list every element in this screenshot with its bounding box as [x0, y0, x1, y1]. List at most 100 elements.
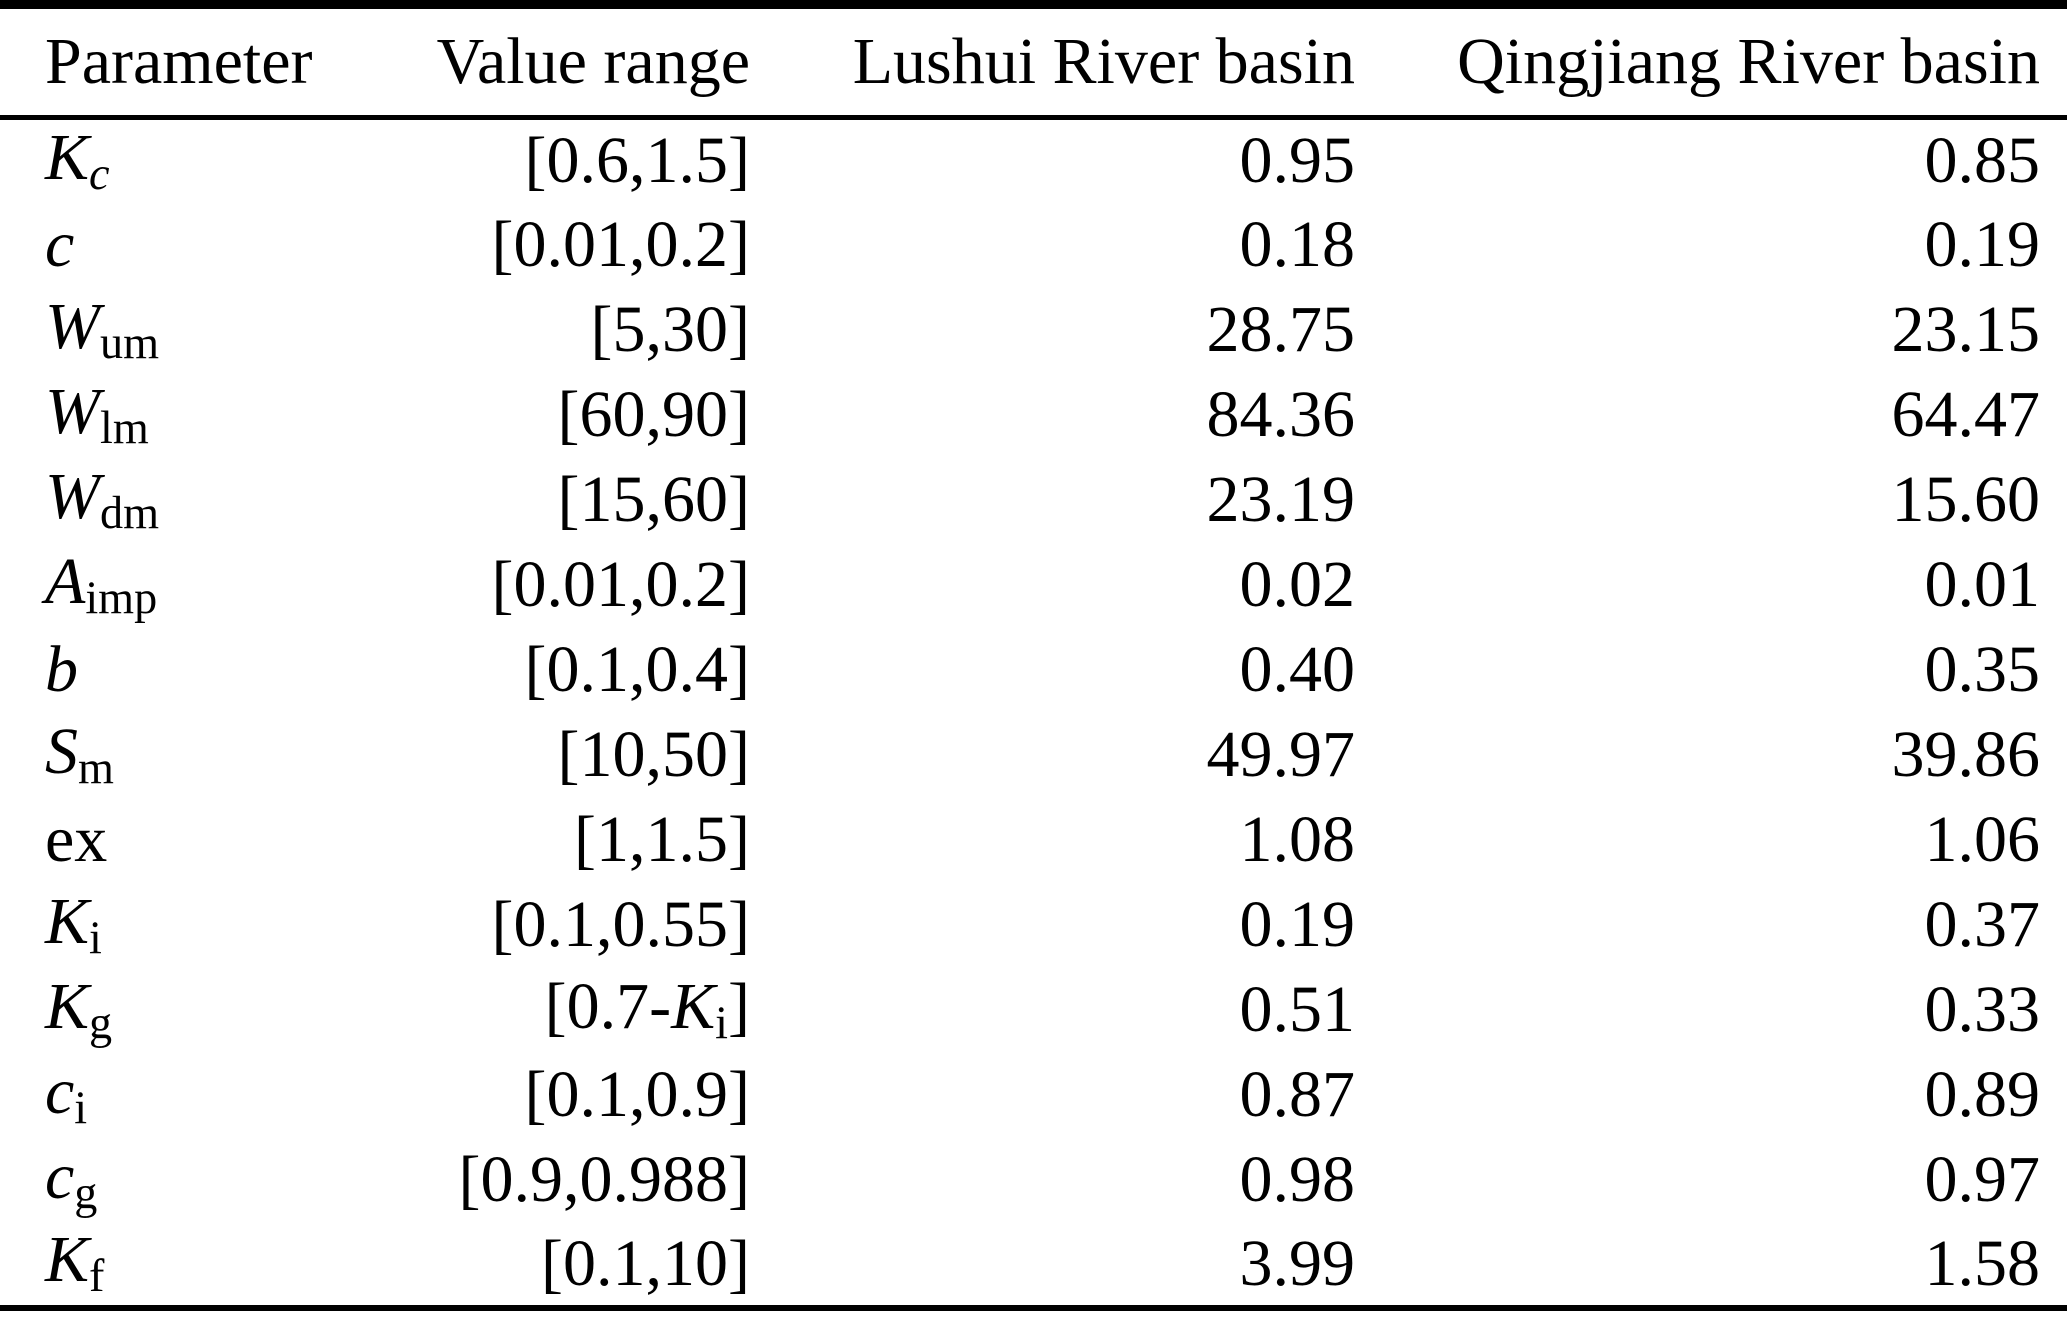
parameter-cell: Kc — [0, 118, 320, 203]
symbol-text: W — [45, 374, 100, 448]
table-row: Wdm [15,60] 23.19 15.60 — [0, 458, 2067, 543]
value-range-cell: [0.6,1.5] — [320, 118, 750, 203]
value-range-cell: [0.9,0.988] — [320, 1138, 750, 1223]
table-row: Ki [0.1,0.55] 0.19 0.37 — [0, 883, 2067, 968]
qingjiang-value-cell: 64.47 — [1891, 378, 2041, 451]
qingjiang-value-cell: 15.60 — [1891, 463, 2041, 536]
subscript: imp — [85, 571, 158, 623]
col-header-lushui-basin: Lushui River basin — [852, 25, 1355, 98]
table-row: Kc [0.6,1.5] 0.95 0.85 — [0, 118, 2067, 203]
table-row: ex [1,1.5] 1.08 1.06 — [0, 798, 2067, 883]
lushui-value-cell: 0.02 — [1239, 548, 1356, 621]
col-header-value-range: Value range — [436, 25, 750, 98]
lushui-value-cell: 84.36 — [1206, 378, 1356, 451]
symbol-text: [10,50] — [557, 718, 750, 791]
qingjiang-value-cell: 0.85 — [1924, 124, 2041, 198]
qingjiang-value-cell: 0.37 — [1924, 888, 2041, 961]
header-row: Parameter Value range Lushui River basin… — [0, 5, 2067, 118]
table-row: cg [0.9,0.988] 0.98 0.97 — [0, 1138, 2067, 1223]
symbol-text: [0.1,0.55] — [491, 888, 750, 961]
value-range-cell: [0.01,0.2] — [320, 543, 750, 628]
symbol-text: [1,1.5] — [574, 803, 750, 876]
value-range-cell: [0.1,0.55] — [320, 883, 750, 968]
parameter-cell: c — [0, 203, 320, 288]
parameter-cell: ex — [0, 798, 320, 883]
qingjiang-value-cell: 0.89 — [1924, 1058, 2041, 1131]
subscript: g — [89, 996, 113, 1048]
symbol-text: c — [45, 1139, 75, 1213]
subscript: dm — [99, 486, 160, 538]
lushui-value-cell: 28.75 — [1206, 293, 1356, 366]
symbol-text: K — [45, 121, 90, 195]
value-range-cell: [0.01,0.2] — [320, 203, 750, 288]
symbol-text: [0.1,0.9] — [524, 1058, 750, 1131]
table-row: Kf [0.1,10] 3.99 1.58 — [0, 1223, 2067, 1308]
parameter-cell: Wum — [0, 288, 320, 373]
symbol-text: ] — [728, 969, 750, 1043]
parameter-cell: Wdm — [0, 458, 320, 543]
symbol-text: K — [45, 969, 90, 1043]
lushui-value-cell: 0.40 — [1239, 633, 1356, 706]
lushui-value-cell: 0.19 — [1239, 888, 1356, 961]
qingjiang-value-cell: 0.01 — [1924, 548, 2041, 621]
parameter-cell: Aimp — [0, 543, 320, 628]
symbol-text: W — [45, 289, 100, 363]
parameter-cell: Ki — [0, 883, 320, 968]
symbol-text: b — [45, 633, 78, 706]
value-range-cell: [0.1,0.4] — [320, 628, 750, 713]
value-range-cell: [15,60] — [320, 458, 750, 543]
lushui-value-cell: 3.99 — [1239, 1226, 1356, 1300]
table-row: Kg [0.7-Ki] 0.51 0.33 — [0, 968, 2067, 1053]
subscript: f — [89, 1250, 105, 1302]
parameter-cell: Wlm — [0, 373, 320, 458]
qingjiang-value-cell: 39.86 — [1891, 718, 2041, 791]
value-range-cell: [10,50] — [320, 713, 750, 798]
subscript: i — [715, 996, 729, 1048]
table-row: b [0.1,0.4] 0.40 0.35 — [0, 628, 2067, 713]
symbol-text: W — [45, 459, 100, 533]
value-range-cell: [0.1,0.9] — [320, 1053, 750, 1138]
table-row: Wum [5,30] 28.75 23.15 — [0, 288, 2067, 373]
subscript: m — [78, 741, 114, 793]
lushui-value-cell: 0.98 — [1239, 1143, 1356, 1216]
table-row: Sm [10,50] 49.97 39.86 — [0, 713, 2067, 798]
lushui-value-cell: 0.87 — [1239, 1058, 1356, 1131]
parameter-cell: ci — [0, 1053, 320, 1138]
lushui-value-cell: 0.95 — [1239, 124, 1356, 198]
subscript: c — [89, 148, 110, 200]
symbol-text: [0.1,0.4] — [524, 633, 750, 706]
symbol-text: c — [45, 208, 75, 281]
parameter-table: Parameter Value range Lushui River basin… — [0, 0, 2067, 1311]
parameter-cell: Sm — [0, 713, 320, 798]
subscript: i — [74, 1081, 88, 1133]
symbol-text: [0.7- — [544, 969, 672, 1043]
table-row: Aimp [0.01,0.2] 0.02 0.01 — [0, 543, 2067, 628]
subscript: lm — [99, 401, 149, 453]
symbol-text: [15,60] — [557, 463, 750, 536]
qingjiang-value-cell: 0.33 — [1924, 973, 2041, 1046]
parameter-cell: b — [0, 628, 320, 713]
parameter-cell: Kg — [0, 968, 320, 1053]
qingjiang-value-cell: 23.15 — [1891, 293, 2041, 366]
parameter-cell: Kf — [0, 1223, 320, 1308]
table-body: Kc [0.6,1.5] 0.95 0.85 c [0.01,0.2] 0.18… — [0, 118, 2067, 1308]
qingjiang-value-cell: 0.97 — [1924, 1143, 2041, 1216]
col-header-parameter: Parameter — [45, 25, 313, 98]
value-range-cell: [0.1,10] — [320, 1223, 750, 1308]
value-range-cell: [1,1.5] — [320, 798, 750, 883]
lushui-value-cell: 0.51 — [1239, 973, 1356, 1046]
lushui-value-cell: 1.08 — [1239, 803, 1356, 876]
symbol-text: [5,30] — [590, 293, 750, 366]
symbol-text: [0.01,0.2] — [491, 208, 750, 281]
symbol-text: [60,90] — [557, 378, 750, 451]
subscript: um — [99, 316, 160, 368]
qingjiang-value-cell: 0.35 — [1924, 633, 2041, 706]
value-range-cell: [0.7-Ki] — [320, 968, 750, 1053]
symbol-text: S — [45, 714, 78, 788]
qingjiang-value-cell: 1.58 — [1924, 1226, 2041, 1300]
symbol-text: K — [671, 969, 716, 1043]
lushui-value-cell: 49.97 — [1206, 718, 1356, 791]
symbol-text: [0.1,10] — [541, 1226, 750, 1300]
symbol-text: [0.6,1.5] — [524, 124, 750, 198]
